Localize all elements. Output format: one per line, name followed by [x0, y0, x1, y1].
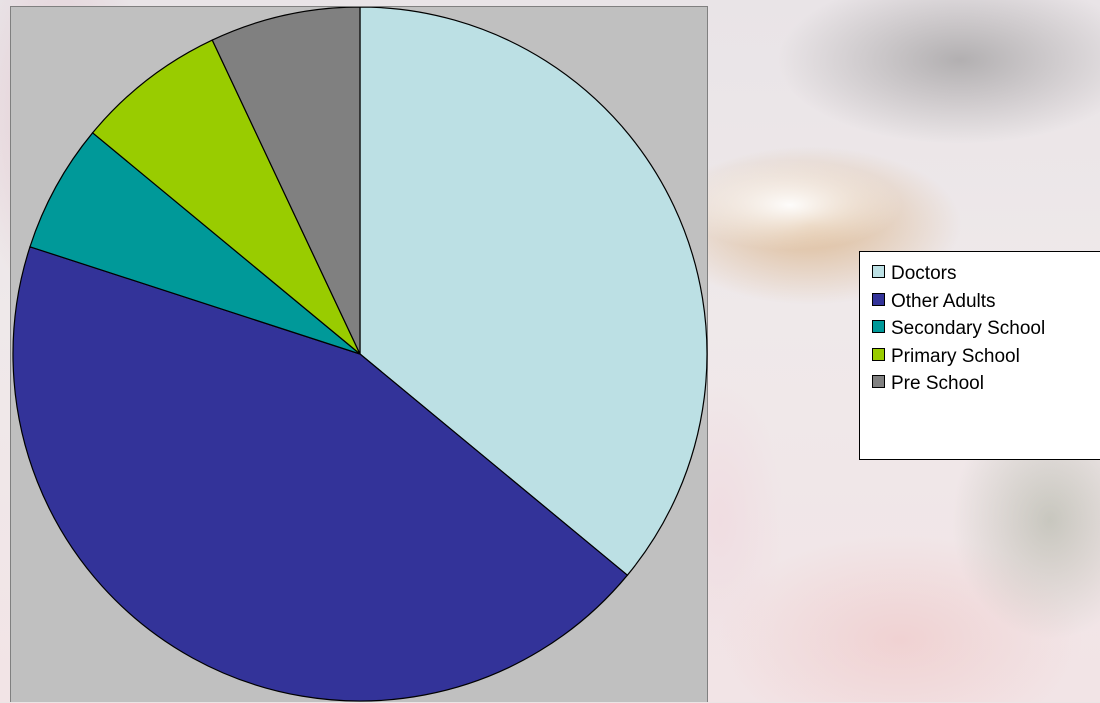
legend-item: Primary School: [872, 343, 1100, 371]
legend-swatch: [872, 292, 885, 306]
legend-swatch: [872, 265, 885, 279]
legend-item: Secondary School: [872, 315, 1100, 343]
pie-slice-doctors: [359, 7, 708, 577]
plot-area: [10, 6, 708, 702]
legend-item: Doctors: [872, 260, 1100, 288]
pie-slice-secondary-school: [29, 131, 361, 355]
legend-label: Pre School: [891, 373, 984, 394]
legend-swatch: [872, 320, 885, 334]
pie-slice-primary-school: [91, 39, 361, 355]
legend-label: Doctors: [891, 263, 957, 284]
legend-swatch: [872, 347, 885, 361]
legend-label: Other Adults: [891, 290, 996, 312]
legend-swatch: [872, 375, 885, 389]
pie-slice-pre-school: [211, 7, 361, 355]
pie-chart: [12, 7, 708, 702]
legend: Doctors Other Adults Secondary School Prima…: [859, 251, 1100, 460]
legend-label: Primary School: [891, 345, 1020, 367]
legend-item: Other Adults: [872, 288, 1100, 316]
legend-item: Pre School: [872, 370, 1100, 398]
pie-slice-other-adults: [12, 246, 629, 702]
legend-label: Secondary School: [891, 318, 1046, 339]
